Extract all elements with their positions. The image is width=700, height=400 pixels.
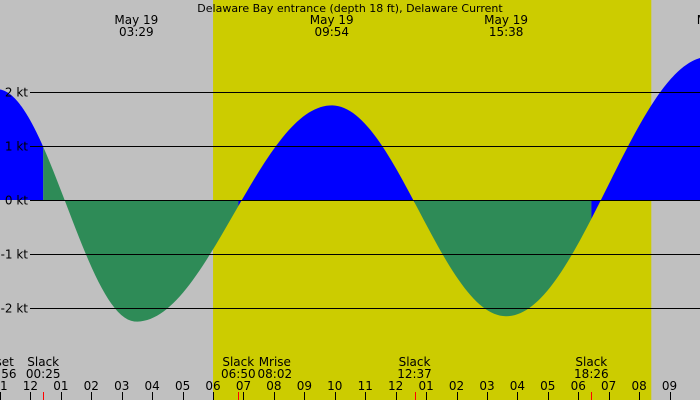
ebb-area <box>43 146 239 322</box>
hour-label: 12 <box>23 379 38 393</box>
flood-area <box>591 58 700 219</box>
bottom-event-labels: lset2:56Slack00:25Slack06:50Mrise08:02Sl… <box>0 355 609 381</box>
hour-label: 12 <box>388 379 403 393</box>
event-label-time: 06:50 <box>221 367 256 381</box>
hour-label: 02 <box>449 379 464 393</box>
hour-label: 01 <box>53 379 68 393</box>
hour-label: 04 <box>145 379 160 393</box>
hour-label: 05 <box>175 379 190 393</box>
hour-label: 08 <box>266 379 281 393</box>
top-label-date: May 19 <box>484 13 528 27</box>
hour-label: 09 <box>662 379 677 393</box>
hour-label: 10 <box>327 379 342 393</box>
top-label-date: May <box>697 13 700 27</box>
current-areas <box>0 58 700 322</box>
hour-label: 05 <box>540 379 555 393</box>
hour-label: 07 <box>236 379 251 393</box>
event-label-time: 00:25 <box>26 367 61 381</box>
y-tick-labels: 2 kt 1 kt 0 kt -1 kt -2 kt <box>1 86 29 316</box>
hour-label: 06 <box>571 379 586 393</box>
gridlines <box>30 92 700 309</box>
hour-label: 11 <box>0 379 8 393</box>
hour-label: 04 <box>510 379 525 393</box>
top-label-time: 09:54 <box>314 25 349 39</box>
y-tick-label: -1 kt <box>1 248 29 262</box>
event-label-name: Slack <box>27 355 59 369</box>
flood-area <box>0 89 44 200</box>
hour-label: 02 <box>84 379 99 393</box>
hour-label: 01 <box>418 379 433 393</box>
hour-label: 07 <box>601 379 616 393</box>
event-label-name: Slack <box>399 355 431 369</box>
hour-label: 08 <box>631 379 646 393</box>
ebb-area <box>414 200 592 317</box>
event-label-name: Mrise <box>259 355 291 369</box>
top-label-time: 03:29 <box>119 25 154 39</box>
y-tick-label: 2 kt <box>5 86 28 100</box>
hour-label: 03 <box>479 379 494 393</box>
hour-tick-labels: 11 12 01 02 03 04 05 06 07 08 09 10 11 12 01 02 03 04 05 06… <box>0 379 677 393</box>
top-label-date: May 19 <box>310 13 354 27</box>
y-tick-label: -2 kt <box>1 302 29 316</box>
y-tick-label: 0 kt <box>5 194 28 208</box>
y-tick-label: 1 kt <box>5 140 28 154</box>
hour-label: 09 <box>297 379 312 393</box>
hour-label: 11 <box>358 379 373 393</box>
event-label-name: lset <box>0 355 14 369</box>
flood-area <box>238 105 415 207</box>
event-label-time: 18:26 <box>574 367 609 381</box>
hour-label: 03 <box>114 379 129 393</box>
top-label-date: May 19 <box>114 13 158 27</box>
event-label-name: Slack <box>575 355 607 369</box>
event-label-time: 08:02 <box>258 367 293 381</box>
hour-label: 06 <box>205 379 220 393</box>
top-label-time: 15:38 <box>489 25 524 39</box>
event-label-time: 12:37 <box>397 367 432 381</box>
hour-tick-marks <box>0 392 671 400</box>
event-label-name: Slack <box>222 355 254 369</box>
event-label-time: 2:56 <box>0 367 17 381</box>
chart-title: Delaware Bay entrance (depth 18 ft), Del… <box>197 2 503 15</box>
